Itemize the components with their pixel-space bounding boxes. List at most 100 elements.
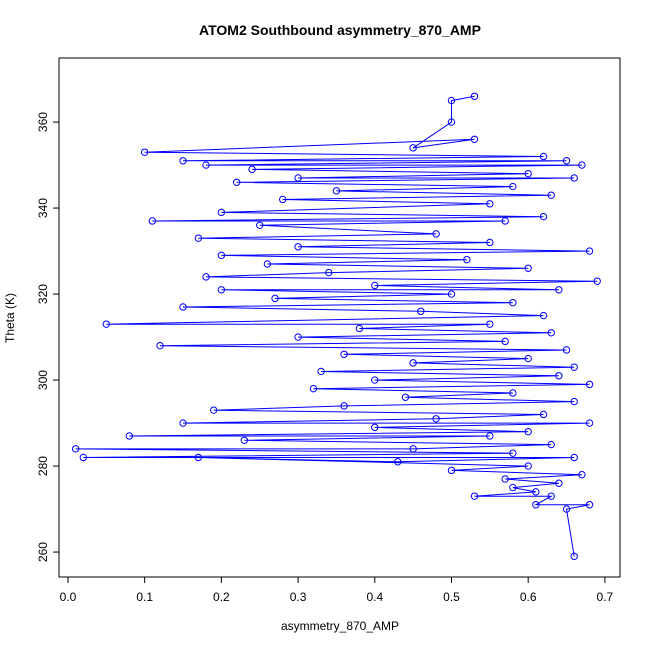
- point: [417, 307, 425, 315]
- x-tick-label: 0.3: [290, 590, 307, 604]
- point: [340, 402, 348, 410]
- point: [371, 423, 379, 432]
- point: [547, 440, 555, 449]
- y-tick-label: 360: [36, 112, 50, 132]
- point: [555, 372, 563, 380]
- point: [332, 187, 341, 195]
- point: [401, 393, 410, 401]
- x-axis-label: asymmetry_870_AMP: [281, 619, 399, 633]
- point: [325, 268, 333, 277]
- point: [524, 354, 532, 363]
- point: [509, 298, 517, 307]
- point: [547, 191, 555, 199]
- point: [470, 135, 479, 143]
- point: [532, 501, 540, 509]
- point: [217, 286, 226, 294]
- point: [509, 483, 517, 492]
- point: [294, 174, 302, 182]
- point: [140, 148, 149, 156]
- point: [210, 406, 218, 414]
- point: [570, 453, 578, 462]
- point: [194, 234, 203, 242]
- point: [447, 290, 456, 298]
- point: [547, 492, 555, 500]
- plot-frame: [58, 57, 621, 578]
- point: [509, 389, 517, 397]
- point: [79, 453, 88, 462]
- point: [570, 363, 578, 371]
- point: [524, 462, 532, 470]
- point: [271, 294, 279, 303]
- point: [179, 157, 187, 165]
- point: [509, 449, 517, 457]
- point: [486, 320, 494, 328]
- point: [539, 410, 548, 419]
- point: [194, 453, 203, 462]
- point: [501, 337, 509, 346]
- point: [263, 260, 272, 268]
- point: [585, 501, 594, 509]
- point: [570, 552, 578, 561]
- y-tick-label: 320: [36, 284, 50, 304]
- point: [578, 470, 586, 479]
- point: [570, 174, 578, 182]
- point: [394, 458, 402, 466]
- x-tick-label: 0.6: [520, 590, 537, 604]
- point: [371, 376, 379, 384]
- point: [409, 359, 417, 367]
- point: [539, 152, 548, 161]
- point: [202, 273, 210, 281]
- x-tick-label: 0.2: [213, 590, 230, 604]
- point: [585, 247, 594, 255]
- point: [447, 96, 456, 105]
- point: [71, 445, 80, 453]
- x-tick-label: 0.4: [366, 590, 383, 604]
- point: [539, 212, 548, 221]
- point: [463, 255, 471, 264]
- point: [486, 200, 494, 208]
- point: [509, 182, 517, 191]
- point: [256, 221, 264, 229]
- point: [532, 488, 540, 496]
- point: [317, 367, 325, 376]
- series-line: [75, 95, 598, 557]
- point: [125, 432, 134, 440]
- point: [432, 415, 440, 423]
- point: [470, 92, 479, 100]
- point: [470, 492, 479, 500]
- point: [486, 432, 494, 440]
- point: [248, 165, 256, 174]
- point: [562, 505, 571, 513]
- point: [294, 243, 302, 251]
- point: [570, 397, 578, 406]
- y-tick-label: 260: [36, 542, 50, 562]
- x-tick-label: 0.1: [136, 590, 153, 604]
- point: [156, 341, 164, 350]
- point: [547, 329, 555, 337]
- point: [555, 286, 563, 294]
- point: [409, 144, 417, 152]
- point: [562, 346, 571, 354]
- point: [555, 479, 563, 487]
- point: [447, 466, 456, 475]
- point: [524, 169, 532, 178]
- point: [240, 436, 249, 444]
- y-tick-label: 300: [36, 370, 50, 390]
- x-tick-label: 0.7: [597, 590, 614, 604]
- x-tick-label: 0.0: [60, 590, 77, 604]
- point: [501, 217, 509, 225]
- point: [148, 217, 157, 225]
- point: [233, 178, 241, 186]
- chart-title: ATOM2 Southbound asymmetry_870_AMP: [199, 22, 481, 38]
- point: [217, 208, 226, 217]
- y-axis-label: Theta (K): [3, 293, 17, 343]
- y-tick-label: 280: [36, 456, 50, 476]
- point: [501, 475, 509, 483]
- point: [102, 320, 111, 328]
- point: [279, 195, 287, 204]
- y-tick-label: 340: [36, 198, 50, 218]
- point: [294, 333, 302, 341]
- point: [447, 118, 456, 126]
